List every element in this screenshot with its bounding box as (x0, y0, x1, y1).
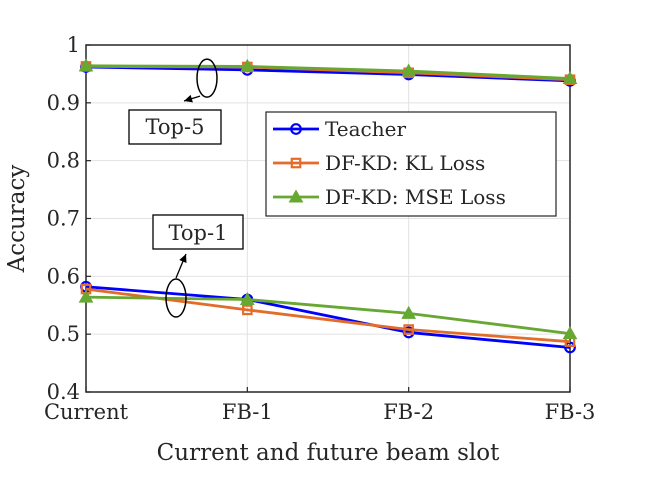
x-tick-label: FB-2 (383, 400, 434, 424)
top1-label-box (152, 214, 244, 250)
data-point-top1 (403, 324, 414, 335)
y-tick-label: 0.6 (47, 264, 80, 288)
legend-label: Teacher (325, 117, 406, 141)
data-point-top5 (239, 58, 255, 72)
top5-arrow-head (184, 94, 193, 103)
x-axis-label: Current and future beam slot (157, 440, 500, 466)
data-point-top5 (78, 58, 94, 72)
top5-label: Top-5 (146, 115, 205, 139)
y-tick-label: 0.7 (47, 207, 80, 231)
top1-ellipse (165, 278, 187, 318)
legend: Teacher DF-KD: KL Loss DF-KD: MSE Loss (265, 111, 557, 217)
series-line-top5 (85, 64, 571, 80)
data-point-top1 (562, 326, 578, 340)
data-point-top1 (242, 304, 253, 316)
data-point-top1 (78, 289, 94, 303)
legend-label: DF-KD: MSE Loss (325, 185, 506, 209)
data-point-top1 (239, 291, 255, 305)
data-point-top5 (562, 71, 578, 85)
x-tick-label: Current (44, 400, 129, 424)
legend-label: DF-KD: KL Loss (325, 151, 485, 175)
series-line-top1 (85, 285, 571, 349)
y-tick-label: 0.9 (47, 91, 80, 115)
top1-arrow-head (179, 254, 187, 263)
y-tick-label: 0.5 (47, 322, 80, 346)
data-point-top5 (401, 63, 417, 77)
top5-label-box (128, 109, 222, 145)
top1-label: Top-1 (169, 221, 228, 245)
legend-marker (290, 123, 302, 135)
data-point-top1 (401, 305, 417, 319)
y-tick-label: 0.8 (47, 149, 80, 173)
series-line-top5 (85, 65, 571, 83)
tick-layer: 0.4 0.5 0.6 0.7 0.8 0.9 1 Current FB-1 FB-2 FB-3 (44, 33, 595, 424)
y-tick-label: 1 (67, 33, 80, 57)
top5-ellipse (196, 58, 218, 98)
legend-marker (288, 189, 304, 203)
series-layer (78, 58, 578, 354)
x-tick-label: FB-3 (545, 400, 596, 424)
x-tick-label: FB-1 (222, 400, 273, 424)
data-point-top1 (564, 341, 576, 354)
legend-marker (290, 157, 302, 169)
y-axis-label: Accuracy (4, 165, 30, 274)
y-tick-label: 0.4 (47, 380, 80, 404)
annotation-layer: Top-5 Top-1 (128, 58, 244, 318)
